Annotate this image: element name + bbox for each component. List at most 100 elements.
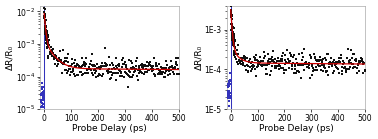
Point: [314, 60, 320, 62]
Point: [167, 66, 174, 68]
Point: [229, 18, 235, 20]
Point: [322, 66, 328, 69]
Point: [294, 62, 300, 64]
Point: [60, 63, 66, 66]
Point: [250, 66, 256, 68]
Point: [42, 25, 48, 27]
Point: [225, 83, 231, 85]
Point: [39, 94, 45, 96]
Point: [339, 66, 345, 68]
Point: [105, 72, 111, 74]
Point: [293, 68, 299, 70]
Point: [132, 68, 138, 70]
Point: [142, 71, 148, 73]
Point: [130, 73, 136, 76]
Point: [39, 101, 45, 104]
Point: [231, 44, 237, 46]
Point: [243, 57, 249, 59]
Point: [263, 68, 270, 70]
Point: [40, 99, 46, 102]
Point: [231, 54, 237, 56]
Point: [169, 66, 175, 68]
Point: [314, 59, 321, 61]
Point: [229, 39, 235, 41]
Point: [92, 68, 98, 70]
Point: [277, 65, 283, 67]
Point: [351, 53, 357, 55]
Point: [242, 65, 248, 67]
Point: [235, 53, 242, 55]
Point: [228, 10, 234, 13]
Point: [45, 45, 51, 47]
Point: [225, 95, 231, 97]
Point: [259, 60, 265, 62]
Point: [43, 42, 49, 44]
Point: [239, 59, 245, 61]
Point: [249, 65, 255, 67]
Point: [65, 61, 71, 64]
Point: [315, 64, 321, 66]
Point: [134, 75, 140, 77]
Point: [166, 68, 172, 71]
Point: [303, 61, 309, 64]
Point: [333, 63, 339, 65]
Point: [153, 62, 159, 64]
Point: [318, 59, 324, 61]
Point: [231, 45, 237, 47]
Point: [308, 56, 314, 58]
Point: [226, 94, 232, 96]
Point: [137, 69, 143, 71]
Point: [125, 70, 132, 72]
Point: [231, 43, 237, 45]
Point: [229, 23, 235, 25]
Point: [293, 58, 299, 60]
Point: [41, 86, 47, 88]
Point: [119, 59, 125, 61]
Point: [39, 93, 45, 95]
Point: [307, 77, 313, 79]
Point: [58, 61, 64, 64]
Point: [42, 16, 48, 18]
Point: [354, 72, 360, 74]
Point: [81, 61, 87, 63]
Point: [171, 73, 177, 75]
Point: [43, 30, 49, 32]
Point: [170, 68, 177, 70]
Point: [39, 98, 45, 101]
Point: [108, 62, 115, 64]
Point: [140, 64, 146, 66]
Point: [45, 39, 51, 42]
X-axis label: Probe Delay (ps): Probe Delay (ps): [72, 124, 147, 133]
Point: [148, 68, 154, 70]
Point: [226, 83, 232, 85]
Point: [139, 63, 146, 66]
Point: [348, 62, 354, 64]
Point: [229, 35, 235, 38]
Point: [232, 56, 239, 59]
Point: [235, 63, 241, 65]
Point: [59, 62, 65, 64]
Point: [140, 67, 146, 69]
Point: [147, 61, 153, 63]
Point: [112, 68, 118, 70]
Point: [106, 55, 112, 58]
Point: [277, 60, 283, 62]
Point: [42, 24, 48, 27]
Point: [273, 62, 279, 64]
Point: [231, 44, 237, 46]
Point: [85, 72, 91, 74]
Point: [231, 42, 237, 44]
Point: [133, 60, 139, 62]
Point: [43, 34, 50, 36]
Point: [38, 101, 44, 103]
Point: [149, 66, 155, 69]
Point: [59, 72, 65, 74]
Point: [77, 66, 84, 68]
Point: [44, 39, 50, 41]
Point: [45, 39, 51, 41]
Point: [228, 14, 234, 16]
Point: [241, 57, 247, 59]
Point: [359, 63, 366, 65]
Point: [123, 66, 129, 68]
Point: [78, 71, 84, 73]
